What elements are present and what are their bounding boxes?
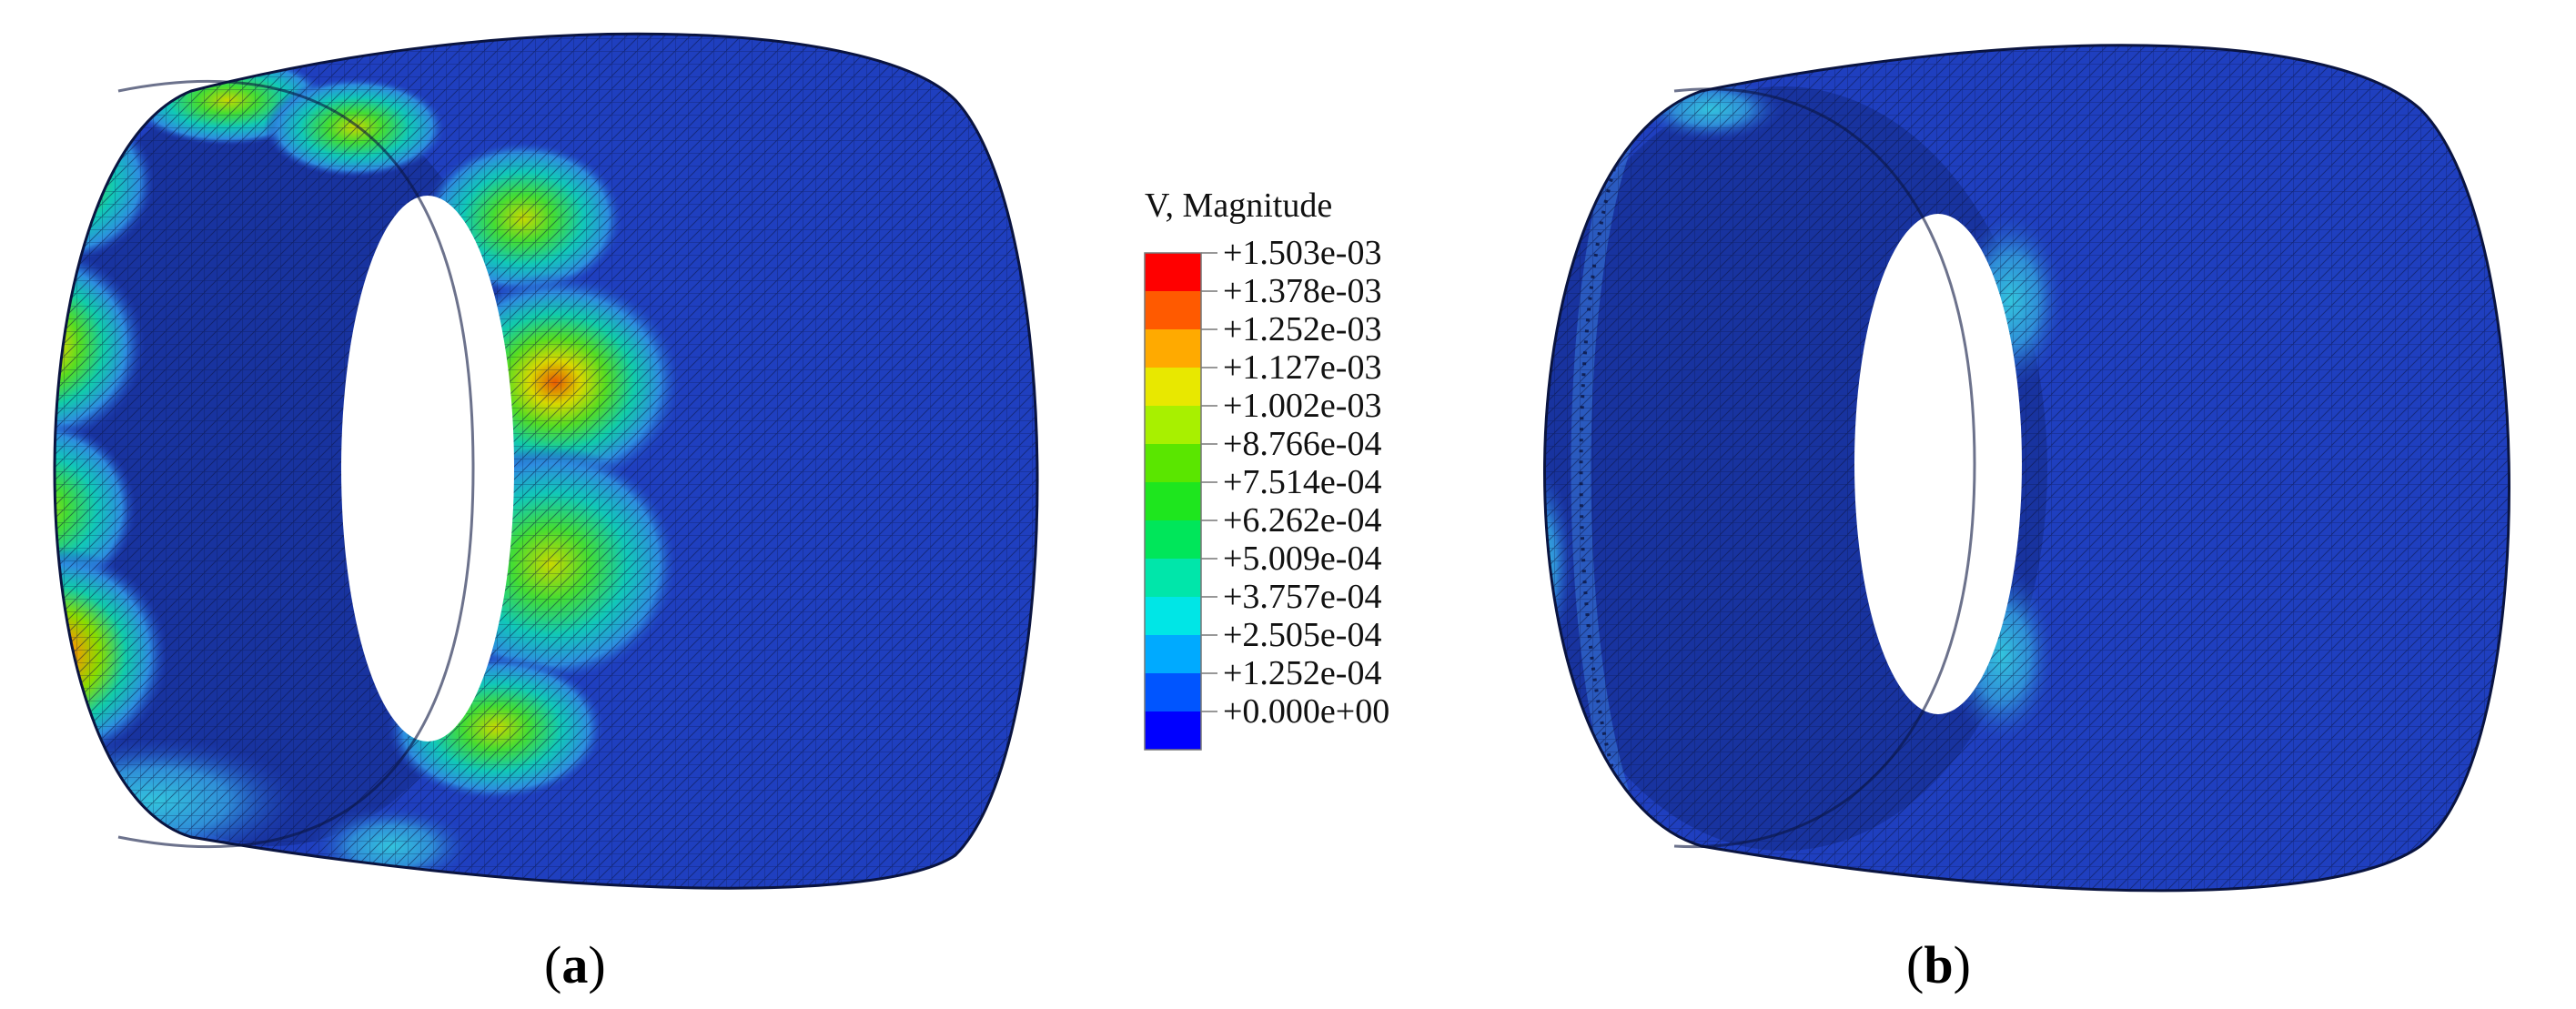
legend-label: +1.252e-04 <box>1223 654 1381 692</box>
legend-swatch <box>1145 520 1201 559</box>
legend-labels: +1.503e-03+1.378e-03+1.252e-03+1.127e-03… <box>1201 234 1389 731</box>
legend-label: +8.766e-04 <box>1223 425 1381 463</box>
legend-label: +5.009e-04 <box>1223 540 1381 578</box>
legend-swatches <box>1144 252 1202 751</box>
shell-b-outline <box>1543 44 2510 893</box>
legend-swatch <box>1145 673 1201 711</box>
shell-a-opening <box>341 196 514 742</box>
caption-b-close: ) <box>1954 935 1971 994</box>
legend-border <box>1144 252 1202 751</box>
legend-label: +1.378e-03 <box>1223 272 1381 310</box>
legend-label: +1.252e-03 <box>1223 310 1381 348</box>
legend-swatch <box>1145 482 1201 520</box>
caption-a-open: ( <box>544 935 561 994</box>
caption-a-letter: a <box>561 935 588 994</box>
legend-swatch <box>1145 291 1201 329</box>
shell-a-outline <box>53 32 1039 890</box>
legend-swatch <box>1145 559 1201 597</box>
caption-a: (a) <box>544 935 606 994</box>
legend-label: +1.503e-03 <box>1223 234 1381 272</box>
legend-label: +3.757e-04 <box>1223 578 1381 616</box>
legend-label: +1.002e-03 <box>1223 387 1381 425</box>
legend-swatch <box>1145 368 1201 406</box>
legend-label: +1.127e-03 <box>1223 348 1381 387</box>
legend-swatch <box>1145 406 1201 444</box>
caption-b-letter: b <box>1924 935 1953 994</box>
legend-label: +6.262e-04 <box>1223 501 1381 540</box>
shell-b <box>1543 44 2510 893</box>
legend-title: V, Magnitude <box>1145 187 1332 225</box>
legend-swatch <box>1145 253 1201 291</box>
legend-label: +2.505e-04 <box>1223 616 1381 654</box>
caption-b-open: ( <box>1906 935 1924 994</box>
legend-swatch <box>1145 597 1201 635</box>
legend-label: +7.514e-04 <box>1223 463 1381 501</box>
legend-swatch <box>1145 444 1201 482</box>
color-legend: V, Magnitude +1.503e-03+1.378e-03+1.252e… <box>1144 187 1389 751</box>
caption-b: (b) <box>1906 935 1971 994</box>
legend-swatch <box>1145 711 1201 750</box>
caption-a-close: ) <box>588 935 605 994</box>
legend-swatch <box>1145 635 1201 673</box>
shell-b-opening <box>1854 214 2022 714</box>
shell-a <box>53 32 1039 890</box>
legend-swatch <box>1145 329 1201 368</box>
legend-label: +0.000e+00 <box>1223 692 1389 731</box>
